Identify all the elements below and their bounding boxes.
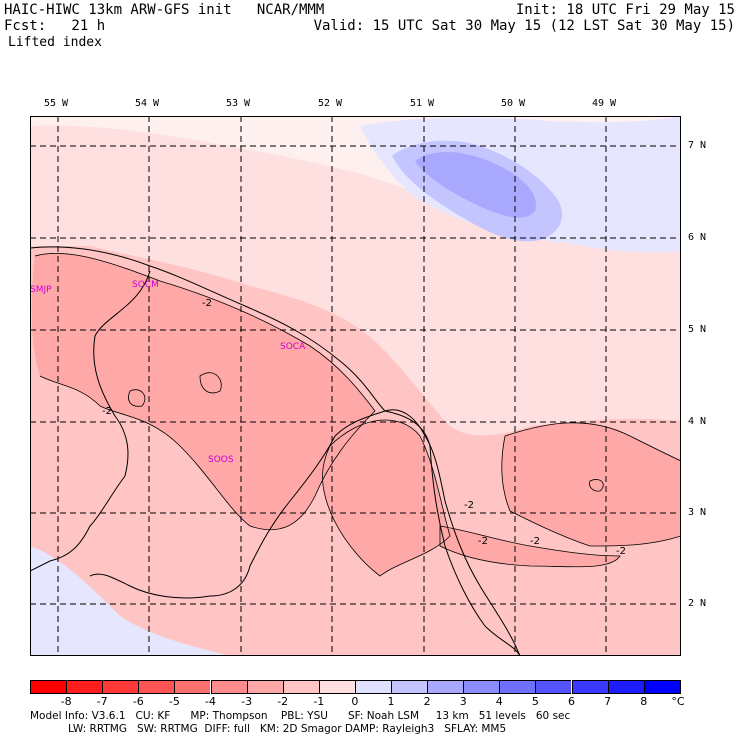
colorbar-swatch xyxy=(102,680,139,694)
colorbar-tick-label: 0 xyxy=(351,695,359,708)
graticule xyxy=(30,116,681,656)
lat-label: 6 N xyxy=(688,232,707,243)
contour-label: -2 xyxy=(478,536,488,547)
title-valid: Valid: 15 UTC Sat 30 May 15 (12 LST Sat … xyxy=(313,18,735,34)
border-fguiana-brazil xyxy=(334,410,521,656)
lon-label: 53 W xyxy=(226,98,251,109)
footer-line2: LW: RRTMG SW: RRTMG DIFF: full KM: 2D Sm… xyxy=(68,723,507,735)
colorbar-swatch xyxy=(643,680,681,694)
contour-label: -2 xyxy=(464,500,474,511)
colorbar-swatch xyxy=(535,680,572,694)
colorbar-swatch xyxy=(138,680,175,694)
colorbar-swatch xyxy=(210,680,247,694)
dark-pink-central xyxy=(322,419,450,576)
station-socm: SOCM xyxy=(132,280,159,290)
colorbar-tick-label: -3 xyxy=(241,695,253,708)
footer-line1: Model Info: V3.6.1 CU: KF MP: Thompson P… xyxy=(30,710,571,722)
colorbar-swatch xyxy=(174,680,211,694)
title-init: Init: 18 UTC Fri 29 May 15 xyxy=(515,2,735,18)
station-soos: SOOS xyxy=(208,455,234,465)
contour-label: -2 xyxy=(530,536,540,547)
colorbar-tick-label: 1 xyxy=(387,695,395,708)
colorbar-swatch xyxy=(607,680,644,694)
contour-label: -2 xyxy=(202,298,212,309)
colorbar-tick-label: -6 xyxy=(132,695,144,708)
title-model: HAIC-HIWC 13km ARW-GFS init NCAR/MMM xyxy=(4,2,325,18)
lat-label: 7 N xyxy=(688,140,707,151)
coastline xyxy=(30,246,521,656)
colorbar-swatch xyxy=(571,680,608,694)
lon-label: 54 W xyxy=(135,98,160,109)
colorbar-tick-label: 8 xyxy=(640,695,648,708)
colorbar-tick-label: -8 xyxy=(60,695,72,708)
lat-label: 5 N xyxy=(688,324,707,335)
colorbar-swatch xyxy=(463,680,500,694)
colorbar-swatch xyxy=(499,680,536,694)
colorbar-unit: °C xyxy=(671,695,685,708)
colorbar-tick-label: 6 xyxy=(568,695,575,708)
colorbar-swatch xyxy=(427,680,464,694)
colorbar-tick-label: 4 xyxy=(495,695,503,708)
blue-zone-max xyxy=(415,151,536,218)
lon-label: 51 W xyxy=(410,98,435,109)
colorbar-swatch xyxy=(391,680,428,694)
map-frame xyxy=(30,116,681,656)
colorbar-tick-label: -2 xyxy=(277,695,289,708)
contour-label: -2 xyxy=(102,406,112,417)
title-fcst: Fcst: 21 h xyxy=(4,18,106,34)
colorbar-swatch xyxy=(66,680,103,694)
colorbar-tick-label: 7 xyxy=(604,695,612,708)
station-soca: SOCA xyxy=(280,342,306,352)
lon-label: 49 W xyxy=(592,98,617,109)
colorbar-swatch xyxy=(246,680,283,694)
colorbar-swatch xyxy=(318,680,355,694)
border-suriname-fguiana xyxy=(89,435,336,599)
border-suriname-guyana xyxy=(30,270,151,572)
blue-zone-sw xyxy=(30,546,230,656)
lon-label: 55 W xyxy=(44,98,69,109)
colorbar-tick-label: -7 xyxy=(96,695,108,708)
colorbar-tick-label: 2 xyxy=(423,695,431,708)
colorbar-swatch xyxy=(30,680,67,694)
lon-label: 50 W xyxy=(501,98,526,109)
colorbar-tick-label: 5 xyxy=(531,695,539,708)
colorbar-swatch xyxy=(354,680,391,694)
lat-label: 3 N xyxy=(688,507,707,518)
contours xyxy=(34,252,681,577)
dark-pink-west xyxy=(31,253,375,530)
lat-label: 4 N xyxy=(688,416,707,427)
lifted-index-map: SMJP SOCA SOCM SOOS -2 -2 -2 -2 -2 -2 xyxy=(30,116,681,656)
colorbar-tick-label: -5 xyxy=(168,695,180,708)
lat-label: 2 N xyxy=(688,598,707,609)
colorbar-tick-label: -1 xyxy=(313,695,325,708)
station-smjp: SMJP xyxy=(30,285,52,295)
colorbar-tick-label: 3 xyxy=(459,695,467,708)
lon-label: 52 W xyxy=(318,98,343,109)
dark-pink-east xyxy=(501,422,681,546)
colorbar-swatch xyxy=(282,680,319,694)
title-field: Lifted index xyxy=(8,35,102,50)
colorbar-tick-label: -4 xyxy=(205,695,216,708)
contour-label: -2 xyxy=(616,546,626,557)
